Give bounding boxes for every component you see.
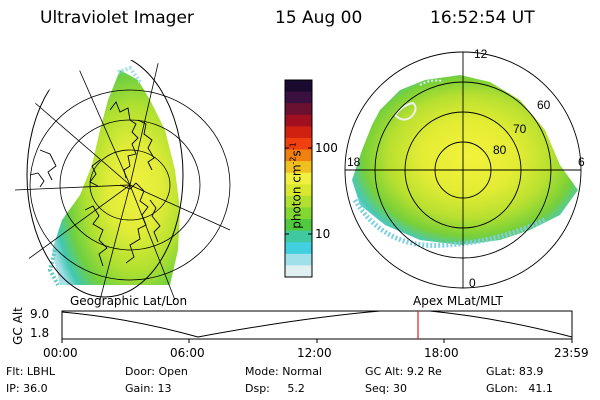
colorbar-segment <box>285 184 312 197</box>
status-label: IP: <box>6 382 20 395</box>
xtick-0000: 00:00 <box>43 346 78 360</box>
altitude-plot <box>61 310 573 343</box>
left-map-caption: Geographic Lat/Lon <box>70 294 188 308</box>
date-label: 15 Aug 00 <box>275 8 363 28</box>
mlt-label-0: 0 <box>469 276 476 290</box>
right-map-caption: Apex MLat/MLT <box>413 294 503 308</box>
status-value: Open <box>158 365 188 378</box>
xtick-1200: 12:00 <box>297 346 332 360</box>
colorbar-segment <box>285 195 312 208</box>
colorbar-segment <box>285 207 312 220</box>
unit-main: photon cm <box>289 164 304 229</box>
status-glon: GLon: 41.1 <box>486 382 553 395</box>
colorbar-segment <box>285 114 312 127</box>
altitude-ytick-9: 9.0 <box>30 307 50 321</box>
status-seq: Seq: 30 <box>365 382 407 395</box>
mlat-label-70: 70 <box>513 122 527 136</box>
colorbar-segment <box>285 103 312 116</box>
colorbar-segment <box>285 91 312 104</box>
status-label: GLon: <box>486 382 518 395</box>
colorbar-segment <box>285 149 312 162</box>
status-label: GC Alt: <box>365 365 404 378</box>
status-value: 41.1 <box>528 382 553 395</box>
status-value: LBHL <box>26 365 55 378</box>
mlt-label-12: 12 <box>474 47 488 61</box>
colorbar-segment <box>285 161 312 174</box>
colorbar-segment <box>285 172 312 185</box>
status-value: 83.9 <box>518 365 544 378</box>
status-dsp: Dsp: 5.2 <box>245 382 305 395</box>
colorbar-segment <box>285 230 312 243</box>
xtick-0600: 06:00 <box>170 346 205 360</box>
status-label: Seq: <box>365 382 390 395</box>
unit-mid: s <box>289 150 304 157</box>
status-label: GLat: <box>486 365 516 378</box>
status-value: 36.0 <box>23 382 48 395</box>
geographic-map <box>14 60 231 301</box>
status-gain: Gain: 13 <box>125 382 172 395</box>
altitude-ytick-1-8: 1.8 <box>30 326 50 340</box>
status-ip: IP: 36.0 <box>6 382 48 395</box>
status-value: Normal <box>282 365 322 378</box>
mlat-label-80: 80 <box>493 143 507 157</box>
status-value: 13 <box>157 382 172 395</box>
status-gc-alt: GC Alt: 9.2 Re <box>365 365 442 378</box>
polar-map <box>344 51 582 289</box>
status-value: 9.2 Re <box>406 365 442 378</box>
colorbar-segment <box>285 137 312 151</box>
colorbar-tick-10: 10 <box>315 227 331 241</box>
status-value: 5.2 <box>287 382 305 395</box>
xtick-2359: 23:59 <box>554 346 589 360</box>
colorbar-tick-100: 100 <box>315 141 338 155</box>
unit-exp2: -1 <box>288 142 298 151</box>
colorbar-segment <box>285 219 312 232</box>
time-label: 16:52:54 UT <box>430 8 535 28</box>
colorbar-unit-label: photon cm-2s-1 <box>289 126 304 246</box>
status-label: Dsp: <box>245 382 270 395</box>
colorbar-segment <box>285 80 312 93</box>
status-label: Flt: <box>6 365 24 378</box>
status-label: Door: <box>125 365 155 378</box>
status-value: 30 <box>392 382 407 395</box>
xtick-1800: 18:00 <box>424 346 459 360</box>
mlt-label-6: 6 <box>578 155 585 169</box>
mlt-label-18: 18 <box>347 155 361 169</box>
status-mode: Mode: Normal <box>245 365 322 378</box>
colorbar-segment <box>285 265 312 278</box>
instrument-title: Ultraviolet Imager <box>40 8 194 28</box>
status-door: Door: Open <box>125 365 188 378</box>
colorbar-segment <box>285 242 312 255</box>
colorbar <box>284 79 313 278</box>
status-flt: Flt: LBHL <box>6 365 55 378</box>
status-label: Mode: <box>245 365 279 378</box>
colorbar-segment <box>285 126 312 139</box>
status-label: Gain: <box>125 382 154 395</box>
colorbar-segment <box>285 253 312 266</box>
status-glat: GLat: 83.9 <box>486 365 543 378</box>
mlat-label-60: 60 <box>537 98 551 112</box>
altitude-ylabel: GC Alt <box>11 307 25 345</box>
unit-exp1: -2 <box>288 156 298 165</box>
